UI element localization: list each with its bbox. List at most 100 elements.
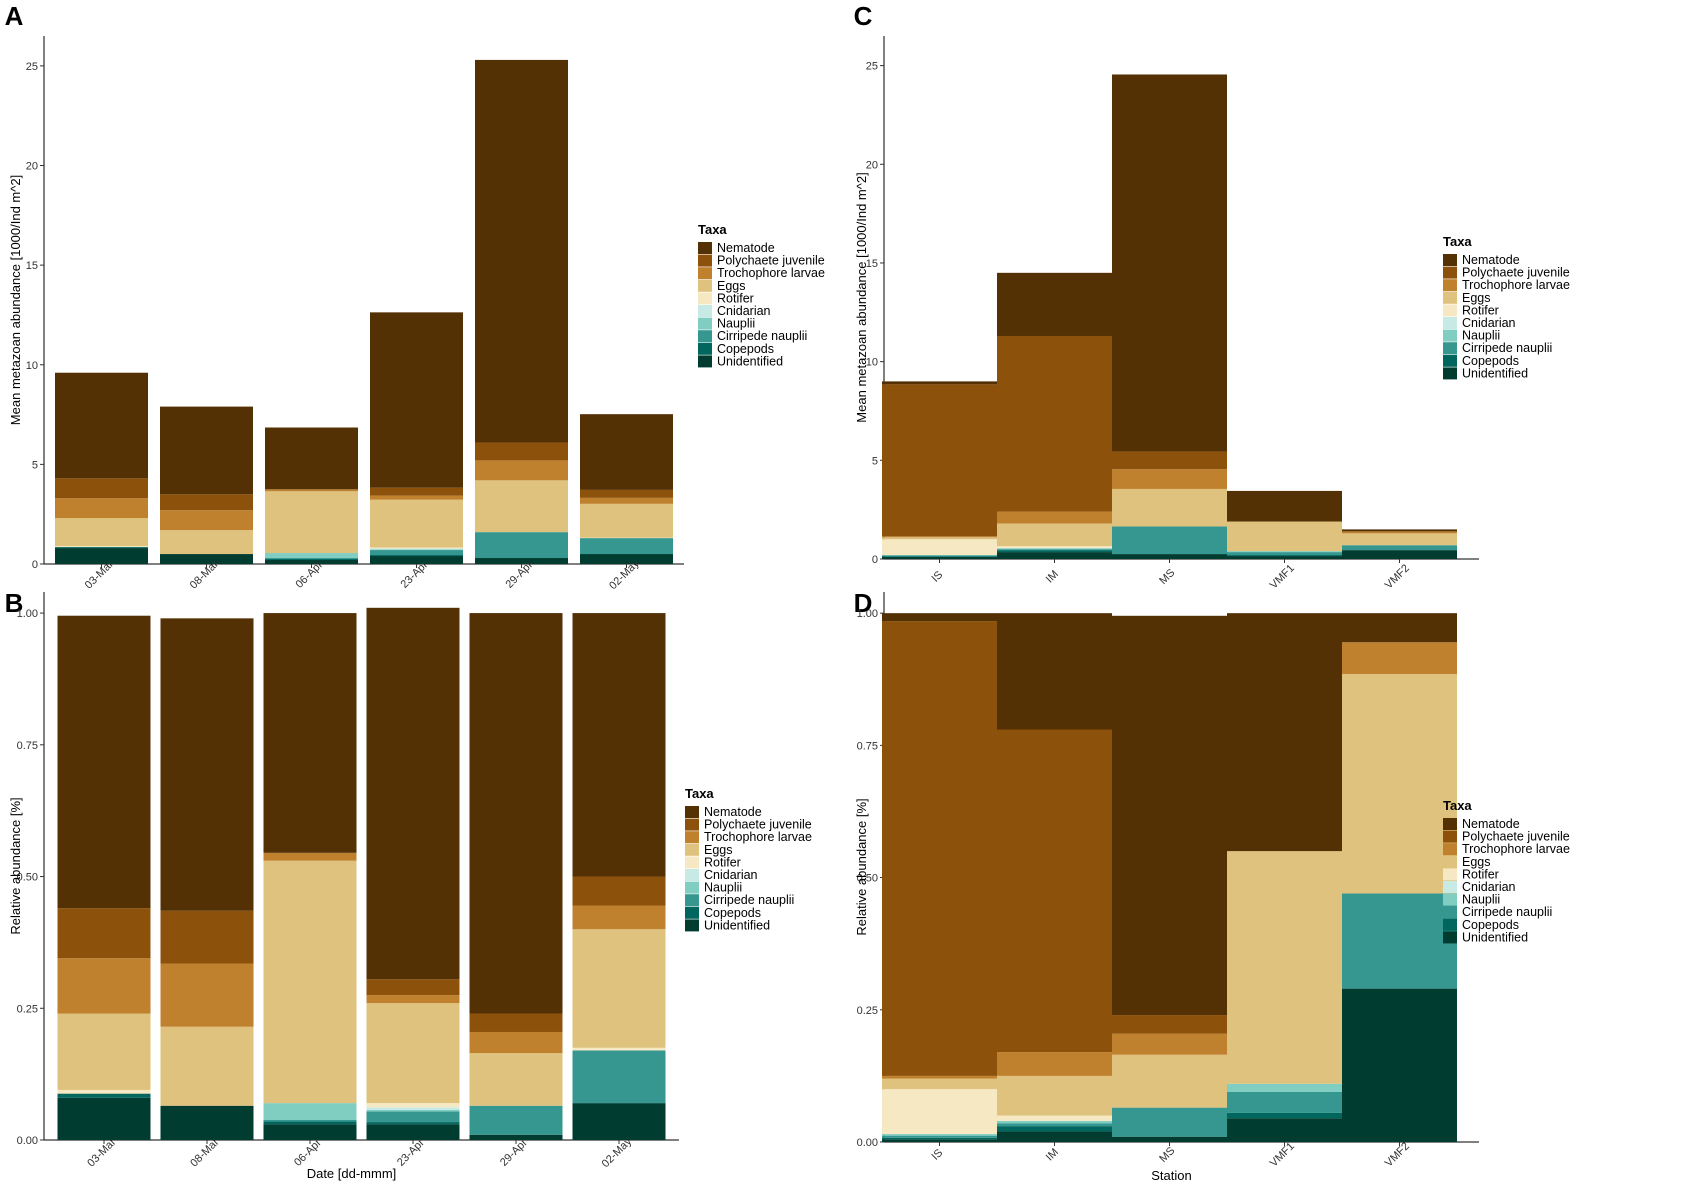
bar-segment-03-mar-copepods [58,1094,151,1098]
bar-segment-29-apr-nematode [470,613,563,1013]
bar-segment-02-may-eggs [580,504,673,538]
bar-segment-23-apr-nematode [367,608,460,979]
bar-segment-03-mar-rotifer [55,546,148,547]
bar-segment-vmf1-copepods [1227,555,1342,556]
bar-segment-vmf2-cirripede-nauplii [1342,893,1457,988]
bar-segment-08-mar-unidentified [161,1106,254,1140]
bar-segment-vmf2-trochophore-larvae [1342,531,1457,533]
bar-segment-06-apr-copepods [265,559,358,560]
bar-segment-08-mar-unidentified [160,554,253,564]
bar-segment-is-eggs [882,1079,997,1090]
bar-segment-ms-polychaete-juvenile [1112,451,1227,469]
bar-segment-02-may-trochophore-larvae [580,498,673,504]
bar-segment-29-apr-cirripede-nauplii [470,1106,563,1135]
bar-segment-03-mar-rotifer [58,1090,151,1094]
bar-segment-06-apr-nematode [264,613,357,853]
bar-segment-vmf2-unidentified [1342,550,1457,559]
legend-title: Taxa [685,786,714,801]
bar-segment-29-apr-trochophore-larvae [475,460,568,480]
bar-segment-ms-unidentified [1112,554,1227,559]
x-tick-label-im: IM [1044,1146,1061,1163]
bar-segment-im-unidentified [997,1131,1112,1142]
legend-swatch-cnidarian [685,869,699,881]
legend-swatch-eggs [685,844,699,856]
bar-segment-02-may-polychaete-juvenile [580,490,673,498]
bar-segment-23-apr-cirripede-nauplii [367,1112,460,1123]
bar-segment-ms-nematode [1112,74,1227,451]
bar-segment-vmf1-nauplii [1227,551,1342,552]
bar-segment-29-apr-unidentified [470,1135,563,1140]
legend-swatch-unidentified [685,919,699,931]
bar-segment-vmf2-eggs [1342,674,1457,893]
legend-swatch-nematode [685,806,699,818]
y-axis-title: Mean metazoan abundance [1000/Ind m^2] [8,175,23,425]
bar-segment-im-nauplii [997,1121,1112,1124]
bar-segment-im-rotifer [997,1116,1112,1121]
bar-segment-23-apr-trochophore-larvae [367,995,460,1003]
bar-segment-vmf1-nauplii [1227,1084,1342,1092]
bar-segment-23-apr-nematode [370,312,463,487]
y-tick-label: 0.00 [857,1137,878,1149]
bar-segment-im-cirripede-nauplii [997,1123,1112,1126]
bar-segment-is-unidentified [882,1139,997,1142]
bar-segment-vmf2-nematode [1342,529,1457,531]
bar-segment-23-apr-nauplii [367,1110,460,1112]
bar-segment-06-apr-eggs [265,491,358,553]
x-tick-label-03-mar: 03-Mar [85,1136,118,1169]
legend-label-unidentified: Unidentified [1462,930,1528,944]
x-tick-label-is: IS [929,1147,945,1163]
x-tick-label-ms: MS [1157,567,1177,587]
bar-segment-im-polychaete-juvenile [997,336,1112,512]
bar-segment-03-mar-polychaete-juvenile [55,478,148,498]
x-tick-label-vmf1: VMF1 [1268,1140,1297,1169]
legend-swatch-cirripede-nauplii [685,894,699,906]
bar-segment-23-apr-copepods [367,1122,460,1124]
bar-segment-23-apr-nauplii [370,549,463,550]
bar-segment-03-mar-trochophore-larvae [58,958,151,1013]
legend-swatch-cirripede-nauplii [1443,342,1457,354]
legend-swatch-polychaete-juvenile [1443,267,1457,279]
bar-segment-im-nematode [997,273,1112,336]
bar-segment-ms-trochophore-larvae [1112,1034,1227,1055]
legend-swatch-copepods [685,907,699,919]
legend-swatch-nematode [698,242,712,254]
bar-segment-vmf2-eggs [1342,533,1457,545]
bar-segment-im-eggs [997,523,1112,546]
bar-segment-29-apr-nematode [475,60,568,443]
bar-segment-ms-polychaete-juvenile [1112,1015,1227,1034]
legend-swatch-rotifer [685,856,699,868]
bar-segment-02-may-unidentified [580,554,673,564]
x-tick-label-im: IM [1044,568,1061,585]
bar-segment-02-may-cirripede-nauplii [573,1050,666,1103]
bar-segment-03-mar-trochophore-larvae [55,498,148,518]
bar-segment-23-apr-rotifer [367,1103,460,1107]
legend-swatch-cnidarian [1443,881,1457,893]
y-tick-label: 0.75 [17,740,38,752]
bar-segment-ms-trochophore-larvae [1112,469,1227,489]
bar-segment-is-nauplii [882,1134,997,1136]
legend-swatch-unidentified [1443,367,1457,379]
bar-segment-ms-nematode [1112,616,1227,1015]
legend-swatch-copepods [1443,919,1457,931]
y-tick-label: 0.25 [857,1005,878,1017]
legend-swatch-eggs [698,280,712,292]
bar-segment-08-mar-polychaete-juvenile [160,494,253,510]
bar-segment-vmf2-unidentified [1342,989,1457,1142]
bar-segment-29-apr-polychaete-juvenile [475,442,568,460]
x-axis-title: Station [1151,1168,1191,1183]
legend-swatch-cirripede-nauplii [698,330,712,342]
bar-segment-03-mar-nematode [58,616,151,908]
bar-segment-02-may-rotifer [573,1048,666,1051]
bar-segment-02-may-trochophore-larvae [573,906,666,930]
bar-segment-02-may-nematode [573,613,666,876]
bar-segment-vmf1-copepods [1227,1113,1342,1118]
legend-swatch-nauplii [698,318,712,330]
bar-segment-vmf1-nematode [1227,613,1342,851]
bar-segment-is-unidentified [882,557,997,559]
